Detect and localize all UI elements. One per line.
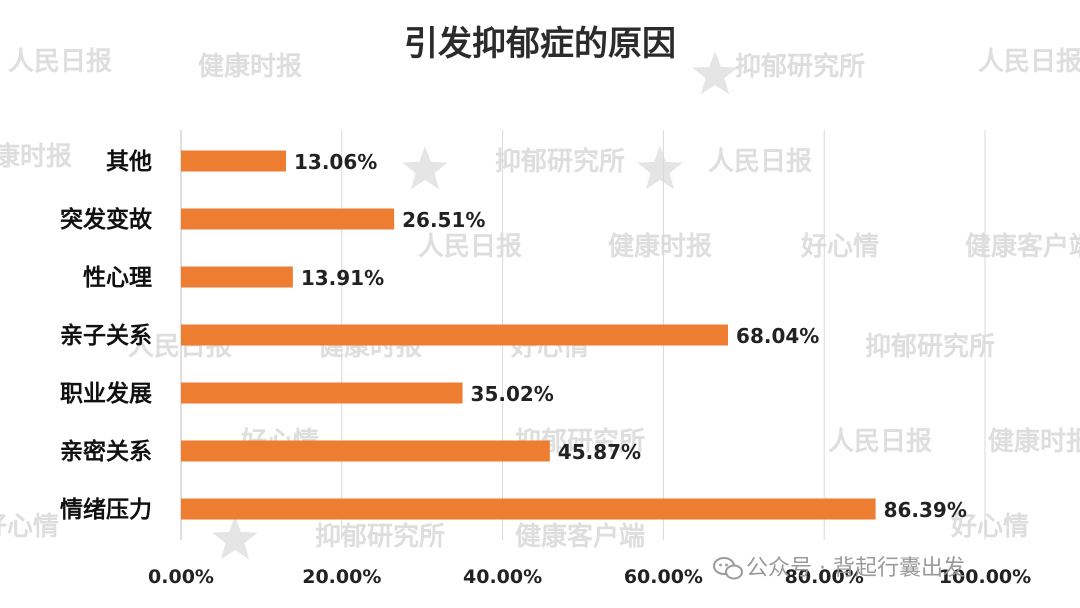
watermark-text: 人民日报	[418, 231, 522, 262]
footer: 公众号 · 背起行囊出发	[713, 556, 965, 581]
x-tick-label: 100.00%	[939, 566, 1031, 588]
x-tick-label: 20.00%	[302, 566, 381, 588]
watermark-star-icon	[402, 146, 448, 190]
value-label: 86.39%	[884, 498, 967, 522]
wechat-icon	[713, 557, 743, 580]
category-label: 职业发展	[60, 380, 152, 407]
x-tick-label: 80.00%	[785, 566, 864, 588]
footer-text: 公众号 · 背起行囊出发	[746, 556, 965, 581]
value-label: 13.91%	[301, 266, 384, 290]
watermark-star-icon	[212, 516, 258, 560]
watermark-text: 抑郁研究所	[495, 146, 625, 177]
watermark-star-icon	[637, 146, 683, 190]
watermark-text: 人民日报	[828, 426, 932, 457]
bars	[181, 150, 876, 520]
watermark-text: 人民日报	[8, 46, 112, 77]
x-tick-label: 60.00%	[624, 566, 703, 588]
value-label: 35.02%	[471, 382, 554, 406]
value-label: 13.06%	[294, 150, 377, 174]
value-label: 45.87%	[558, 440, 641, 464]
watermark-layer: 人民日报健康时报抑郁研究所人民日报健康时报抑郁研究所人民日报人民日报健康时报好心…	[0, 46, 1080, 560]
watermark-text: 健康时报	[0, 141, 72, 172]
watermark-text: 好心情	[950, 512, 1029, 542]
watermark-text: 健康客户端	[965, 231, 1080, 262]
watermark-text: 人民日报	[708, 146, 812, 177]
category-label: 亲密关系	[60, 438, 152, 465]
bar	[181, 208, 395, 230]
watermark-text: 人民日报	[978, 46, 1080, 77]
category-label: 性心理	[83, 265, 152, 291]
bar	[181, 324, 729, 346]
category-label: 亲子关系	[60, 322, 152, 349]
chart-title: 引发抑郁症的原因	[404, 24, 676, 64]
category-label: 突发变故	[60, 206, 152, 233]
watermark-text: 抑郁研究所	[865, 331, 995, 362]
bar	[181, 498, 876, 520]
value-label: 68.04%	[736, 324, 819, 348]
value-label: 26.51%	[402, 208, 485, 232]
watermark-text: 好心情	[0, 512, 59, 542]
watermark-text: 抑郁研究所	[315, 521, 445, 552]
bar	[181, 266, 293, 288]
category-label: 情绪压力	[60, 496, 152, 523]
bar	[181, 440, 550, 462]
watermark-text: 健康时报	[988, 426, 1080, 457]
x-tick-label: 40.00%	[463, 566, 542, 588]
bar	[181, 150, 287, 172]
bar	[181, 382, 463, 404]
watermark-star-icon	[692, 51, 738, 95]
watermark-text: 健康时报	[198, 51, 302, 82]
x-tick-label: 0.00%	[148, 566, 214, 588]
watermark-text: 健康时报	[608, 231, 712, 262]
watermark-text: 抑郁研究所	[735, 51, 865, 82]
watermark-text: 健康客户端	[515, 521, 645, 552]
category-label: 其他	[106, 149, 152, 175]
labels: 0.00% 20.00% 40.00% 60.00% 80.00% 100.00% 其他 13…	[60, 149, 1031, 588]
watermark-text: 好心情	[800, 232, 879, 262]
